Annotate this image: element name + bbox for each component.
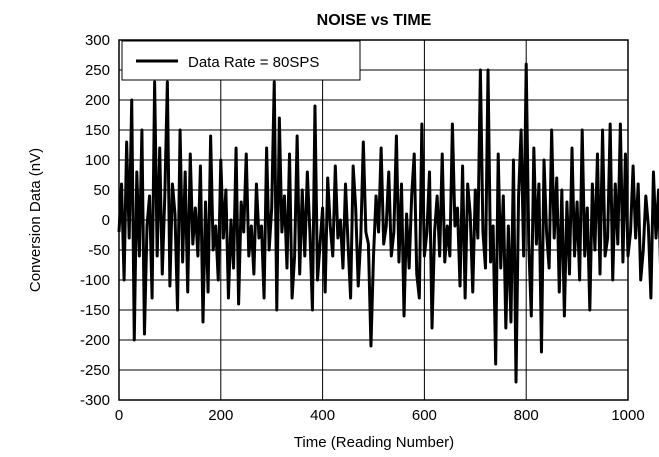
chart-title: NOISE vs TIME [317, 12, 432, 29]
plot-frame [118, 39, 629, 401]
y-tick-label: 250 [85, 62, 110, 79]
y-tick-label: 0 [102, 212, 110, 229]
x-tick-label: 200 [208, 407, 233, 424]
series-layer [117, 62, 659, 384]
x-tick-label: 1000 [611, 407, 644, 424]
y-tick-label: 100 [85, 152, 110, 169]
y-tick-label: 50 [93, 182, 110, 199]
y-tick-label: -300 [80, 392, 110, 409]
x-tick-label: 400 [310, 407, 335, 424]
y-tick-label: -100 [80, 272, 110, 289]
y-axis-ticks: 300 250 200 150 100 50 0 -50 -100 -150 -200 -250 -30… [80, 32, 110, 409]
legend: Data Rate = 80SPS [121, 40, 361, 81]
y-axis-label: Conversion Data (nV) [27, 148, 44, 292]
y-tick-label: -150 [80, 302, 110, 319]
y-tick-label: -250 [80, 362, 110, 379]
series-line [117, 62, 659, 384]
x-axis-ticks: 0 200 400 600 800 1000 [115, 407, 645, 424]
x-tick-label: 800 [514, 407, 539, 424]
y-tick-label: 300 [85, 32, 110, 49]
x-axis-label: Time (Reading Number) [294, 434, 454, 451]
x-tick-label: 600 [412, 407, 437, 424]
legend-label: Data Rate = 80SPS [188, 54, 319, 71]
y-tick-label: -50 [88, 242, 110, 259]
y-tick-label: 200 [85, 92, 110, 109]
x-tick-label: 0 [115, 407, 123, 424]
y-tick-label: 150 [85, 122, 110, 139]
y-tick-label: -200 [80, 332, 110, 349]
